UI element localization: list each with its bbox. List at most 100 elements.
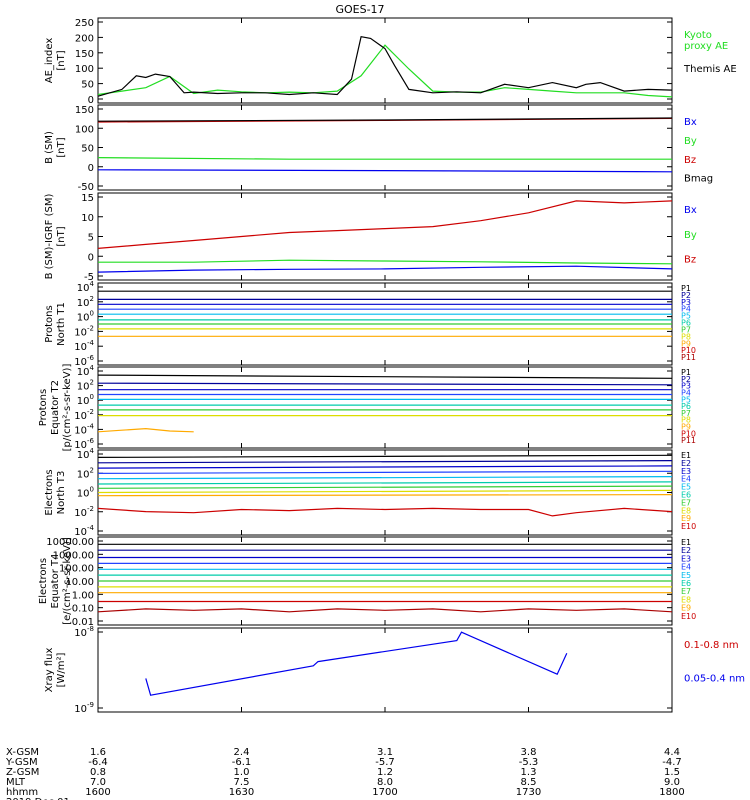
y-tick-label: 200 xyxy=(75,33,94,44)
y-tick-label: 150 xyxy=(75,49,94,60)
y-axis-label: North T1 xyxy=(56,302,67,346)
orbit-value: 7.5 xyxy=(234,777,250,788)
series-line xyxy=(97,494,673,497)
series-line xyxy=(97,460,673,464)
time-tick-label: 1600 xyxy=(85,787,110,798)
y-axis-label: Protons xyxy=(44,305,55,342)
orbit-value: 3.8 xyxy=(521,747,537,758)
orbit-value: -6.4 xyxy=(88,757,108,768)
y-tick-label: 10000.00 xyxy=(46,537,94,548)
legend-label: Themis AE xyxy=(683,64,737,75)
y-axis-label: AE_index xyxy=(44,38,55,84)
y-tick-label: 50 xyxy=(81,80,94,91)
orbit-value: -4.7 xyxy=(662,757,682,768)
orbit-value: -5.7 xyxy=(375,757,395,768)
orbit-value: 1.5 xyxy=(664,767,680,778)
legend-label: P10 xyxy=(681,346,696,355)
legend-label: Bz xyxy=(684,255,696,266)
y-tick-label: 0 xyxy=(88,95,94,106)
y-axis-label: B (SM)-IGRF (SM) xyxy=(44,194,55,280)
series-line xyxy=(97,454,673,458)
series-line xyxy=(97,470,673,474)
series-line xyxy=(97,200,673,249)
y-tick-label: 1.00 xyxy=(72,590,94,601)
panel-frame xyxy=(97,104,673,191)
y-tick-label: 10-4 xyxy=(74,524,94,538)
legend-label: P5 xyxy=(681,312,691,321)
y-tick-label: 10 xyxy=(81,213,94,224)
orbit-value: 1.6 xyxy=(90,747,106,758)
legend-label: 0.1-0.8 nm xyxy=(684,640,739,651)
y-tick-label: 10-2 xyxy=(74,505,94,519)
series-line xyxy=(97,476,673,480)
legend-label: P4 xyxy=(681,388,691,397)
y-tick-label: 0 xyxy=(88,252,94,263)
legend-label: E4 xyxy=(681,475,691,484)
y-axis-label: [nT] xyxy=(56,226,67,246)
legend-label: E8 xyxy=(681,506,691,515)
legend-label: Bx xyxy=(684,117,697,128)
time-axis-label: hhmm xyxy=(6,787,38,798)
legend-label: E1 xyxy=(681,538,691,547)
series-line xyxy=(97,465,673,469)
y-axis-label: [p/(cm²-s-sr-keV)] xyxy=(62,364,73,452)
legend-label: proxy AE xyxy=(684,41,728,52)
legend-label: E7 xyxy=(681,587,691,596)
y-tick-label: 10-9 xyxy=(74,701,94,715)
orbit-value: 7.0 xyxy=(90,777,106,788)
y-tick-label: 104 xyxy=(77,280,95,294)
legend-label: E3 xyxy=(681,467,691,476)
series-line xyxy=(97,374,673,379)
legend-label: 0.05-0.4 nm xyxy=(684,674,745,685)
legend-label: E5 xyxy=(681,571,691,580)
y-axis-label: Protons xyxy=(38,389,49,426)
figure-title: GOES-17 xyxy=(335,3,384,16)
orbit-value: 8.5 xyxy=(521,777,537,788)
orbit-row-label: MLT xyxy=(6,777,26,788)
legend-label: E8 xyxy=(681,595,691,604)
legend-label: By xyxy=(684,136,697,147)
time-tick-label: 1800 xyxy=(659,787,684,798)
y-tick-label: 0.01 xyxy=(72,617,94,628)
orbit-value: 0.8 xyxy=(90,767,106,778)
y-tick-label: 10-2 xyxy=(74,408,94,422)
y-tick-label: 150 xyxy=(75,105,94,116)
y-tick-label: 5 xyxy=(88,233,94,244)
legend-label: E6 xyxy=(681,579,691,588)
series-line xyxy=(97,157,672,160)
legend-label: P7 xyxy=(681,325,691,334)
y-tick-label: -5 xyxy=(84,272,94,283)
series-line xyxy=(97,489,673,494)
y-tick-label: 10-2 xyxy=(74,324,94,338)
series-line xyxy=(98,259,673,265)
legend-label: Bz xyxy=(684,155,696,166)
legend-label: E6 xyxy=(681,491,691,500)
series-line xyxy=(145,631,568,696)
y-tick-label: 10-6 xyxy=(74,354,94,368)
panel-frame xyxy=(97,366,673,449)
legend-label: P6 xyxy=(681,319,691,328)
y-axis-label: [W/m²] xyxy=(56,652,67,687)
series-line xyxy=(97,427,194,433)
legend-label: By xyxy=(684,230,697,241)
orbit-value: 1.0 xyxy=(234,767,250,778)
legend-label: P11 xyxy=(681,436,696,445)
orbit-value: 4.4 xyxy=(664,747,680,758)
series-line xyxy=(97,608,673,613)
y-tick-label: 10-4 xyxy=(74,422,94,436)
legend-label: E3 xyxy=(681,554,691,563)
legend-label: E4 xyxy=(681,563,691,572)
orbit-row-label: Y-GSM xyxy=(5,757,38,768)
time-tick-label: 1630 xyxy=(229,787,254,798)
y-tick-label: 0 xyxy=(88,163,94,174)
legend-label: E9 xyxy=(681,604,691,613)
legend-label: P1 xyxy=(681,368,691,377)
legend-label: P3 xyxy=(681,382,691,391)
series-line xyxy=(97,44,673,98)
legend-label: E7 xyxy=(681,498,691,507)
y-axis-label: B (SM) xyxy=(44,131,55,164)
y-tick-label: 102 xyxy=(77,466,94,480)
panel-frame xyxy=(97,627,673,713)
orbit-value: -5.3 xyxy=(519,757,539,768)
y-axis-label: Electrons xyxy=(44,469,55,515)
